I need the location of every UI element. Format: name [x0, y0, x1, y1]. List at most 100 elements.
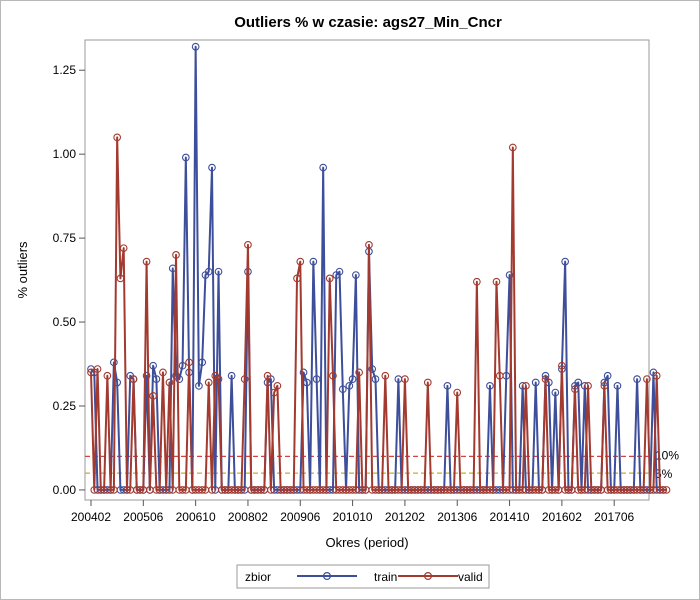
data-point-valid	[646, 486, 655, 494]
x-tick-label: 201706	[594, 510, 634, 524]
data-point-train	[368, 365, 377, 373]
data-point-valid	[643, 375, 651, 383]
y-tick-label: 1.25	[53, 63, 77, 77]
data-point-valid	[401, 375, 409, 383]
x-tick-label: 201202	[385, 510, 425, 524]
data-point-train	[113, 378, 122, 387]
data-point-valid	[165, 378, 174, 387]
y-tick-label: 0.25	[53, 399, 77, 413]
y-tick-label: 1.00	[53, 147, 77, 161]
data-point-valid	[541, 375, 550, 383]
data-point-valid	[293, 274, 301, 283]
data-point-valid	[593, 486, 602, 494]
data-point-train	[309, 257, 318, 266]
data-point-train	[551, 388, 560, 397]
data-point-valid	[394, 486, 403, 494]
data-point-valid	[652, 371, 661, 380]
data-point-train	[299, 368, 308, 377]
reference-line-label: 5%	[655, 467, 673, 481]
data-point-train	[613, 381, 622, 390]
data-point-train	[531, 378, 540, 387]
data-point-train	[338, 385, 347, 394]
data-point-valid	[119, 244, 128, 253]
y-tick-label: 0.00	[53, 483, 77, 497]
data-point-valid	[423, 378, 432, 387]
data-point-valid	[374, 486, 383, 494]
data-point-train	[348, 375, 357, 383]
x-tick-label: 201602	[542, 510, 582, 524]
data-point-valid	[185, 358, 193, 367]
data-point-train	[574, 378, 583, 387]
data-point-valid	[106, 486, 115, 494]
data-point-valid	[558, 361, 566, 370]
data-point-valid	[355, 368, 363, 377]
data-point-train	[191, 42, 200, 51]
data-point-valid	[446, 486, 455, 494]
legend-valid-label: valid	[458, 570, 483, 584]
data-point-train	[633, 375, 641, 383]
data-point-valid	[535, 486, 543, 494]
data-point-valid	[577, 486, 586, 494]
data-point-train	[214, 267, 223, 276]
data-point-valid	[551, 486, 560, 494]
data-point-valid	[296, 257, 305, 266]
data-point-valid	[348, 486, 357, 494]
data-point-train	[345, 381, 354, 390]
data-point-train	[561, 257, 570, 266]
reference-line-label: 10%	[655, 448, 679, 462]
x-axis: 200402 200506 200610 200802 200906 201010 2012…	[71, 500, 635, 524]
legend-box	[236, 564, 490, 589]
y-tick-label: 0.50	[53, 315, 77, 329]
x-tick-label: 200506	[123, 510, 163, 524]
legend-title: zbior	[245, 570, 271, 584]
data-point-valid	[329, 371, 337, 380]
data-point-valid	[149, 392, 157, 400]
data-point-valid	[204, 378, 213, 387]
data-point-valid	[571, 385, 579, 394]
data-point-valid	[273, 381, 282, 390]
x-tick-label: 201410	[490, 510, 530, 524]
data-point-valid	[502, 486, 511, 494]
legend-valid-marker	[424, 571, 433, 580]
data-point-valid	[286, 486, 295, 494]
data-point-train	[149, 361, 157, 370]
data-point-valid	[237, 486, 246, 494]
data-point-valid	[358, 486, 367, 494]
series-layer	[87, 42, 671, 494]
y-axis-label: % outliers	[15, 241, 30, 299]
data-point-train	[319, 163, 328, 172]
data-point-valid	[93, 365, 102, 373]
legend-item-valid: valid	[398, 570, 483, 584]
data-point-valid	[96, 486, 105, 494]
data-point-train	[198, 358, 207, 367]
data-point-train	[352, 271, 360, 279]
data-point-valid	[240, 375, 249, 383]
data-point-valid	[319, 486, 328, 494]
data-point-valid	[322, 486, 331, 494]
x-tick-label: 200802	[228, 510, 268, 524]
data-point-train	[371, 375, 380, 383]
data-point-valid	[103, 371, 112, 380]
data-point-valid	[172, 251, 180, 259]
data-point-train	[335, 267, 344, 276]
data-point-valid	[113, 133, 122, 142]
data-point-train	[227, 371, 236, 380]
data-point-valid	[600, 381, 609, 390]
series-valid	[87, 133, 671, 494]
data-point-valid	[492, 277, 501, 286]
data-point-valid	[466, 486, 475, 494]
legend: zbior train valid	[236, 564, 490, 589]
data-point-valid	[515, 486, 524, 494]
data-point-train	[195, 381, 203, 390]
data-point-valid	[486, 486, 494, 494]
data-point-valid	[508, 143, 517, 152]
data-point-valid	[198, 486, 207, 494]
data-point-valid	[473, 277, 481, 286]
data-point-valid	[495, 371, 504, 380]
data-point-train	[110, 358, 118, 367]
data-point-valid	[208, 486, 216, 494]
data-point-valid	[110, 486, 118, 494]
data-point-valid	[417, 486, 426, 494]
data-point-valid	[662, 486, 671, 494]
data-point-valid	[453, 388, 462, 397]
